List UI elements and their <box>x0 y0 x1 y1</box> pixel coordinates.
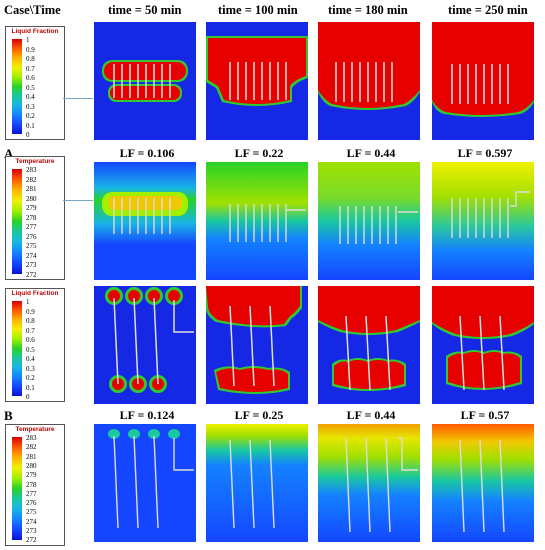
legend-tick: 1 <box>26 36 30 44</box>
legend-tick: 0.6 <box>26 336 35 344</box>
legend-tick: 0.7 <box>26 326 35 335</box>
legend-tick: 276 <box>26 232 37 241</box>
legend-tick: 275 <box>26 508 37 517</box>
legend-tick: 277 <box>26 489 37 498</box>
colorbar <box>12 437 22 540</box>
legend-tick: 276 <box>26 499 37 508</box>
leader-line <box>63 200 93 201</box>
case-label-b: B <box>4 408 13 423</box>
legend-tick: 0.3 <box>26 102 35 111</box>
temperature-legend-a: Temperature 283 282 281 280 279 278 277 … <box>5 156 65 280</box>
legend-tick: 283 <box>26 166 37 174</box>
case-a-temperature-50min <box>94 162 196 280</box>
lf-label-a3: LF = 0.44 <box>346 146 396 160</box>
legend-tick: 0.7 <box>26 64 35 73</box>
legend-tick: 0.2 <box>26 374 35 382</box>
lf-label-a1: LF = 0.106 <box>119 146 175 160</box>
legend-tick: 0.9 <box>26 307 35 316</box>
legend-tick: 274 <box>26 517 37 526</box>
legend-tick: 283 <box>26 434 37 442</box>
legend-title: Liquid Fraction <box>11 28 59 35</box>
legend-tick: 281 <box>26 185 37 193</box>
leader-line <box>63 98 93 99</box>
case-b-liquid-fraction-250min <box>432 286 534 404</box>
case-a-liquid-fraction-50min <box>94 22 196 140</box>
case-b-temperature-250min <box>432 424 534 542</box>
legend-tick: 280 <box>26 194 37 203</box>
case-b-temperature-180min <box>318 424 420 542</box>
colorbar <box>12 169 22 274</box>
legend-tick: 0.5 <box>26 345 35 354</box>
time-header-1: time = 50 min <box>108 3 182 17</box>
colorbar <box>12 39 22 134</box>
lf-label-b1: LF = 0.124 <box>119 408 175 422</box>
legend-tick: 282 <box>26 175 37 184</box>
legend-tick: 1 <box>26 298 30 306</box>
case-b-temperature-100min <box>206 424 308 542</box>
time-header-2: time = 100 min <box>218 3 298 17</box>
legend-tick: 273 <box>26 527 37 535</box>
legend-title: Temperature <box>15 158 55 165</box>
legend-tick: 0.4 <box>26 355 35 363</box>
corner-header: Case\Time <box>4 3 61 17</box>
case-a-liquid-fraction-250min <box>432 22 534 140</box>
time-header-3: time = 180 min <box>328 3 408 17</box>
legend-tick: 0.8 <box>26 55 35 63</box>
legend-tick: 273 <box>26 261 37 269</box>
case-a-temperature-100min <box>206 162 308 280</box>
liquid-fraction-legend-b: Liquid Fraction 1 0.9 0.8 0.7 0.6 0.5 0.… <box>5 288 65 402</box>
legend-tick: 272 <box>26 536 37 545</box>
legend-tick: 274 <box>26 251 37 260</box>
legend-tick: 277 <box>26 223 37 231</box>
lf-label-a4: LF = 0.597 <box>457 146 513 160</box>
legend-tick: 281 <box>26 452 37 461</box>
legend-tick: 282 <box>26 443 37 452</box>
legend-title: Temperature <box>15 426 55 433</box>
legend-tick: 0.9 <box>26 45 35 54</box>
case-b-liquid-fraction-180min <box>318 286 420 404</box>
case-b-liquid-fraction-100min <box>206 286 308 404</box>
legend-tick: 0.4 <box>26 93 35 101</box>
legend-tick: 0.8 <box>26 317 35 325</box>
legend-tick: 0.2 <box>26 112 35 120</box>
legend-tick: 278 <box>26 213 37 222</box>
lf-label-b2: LF = 0.25 <box>234 408 284 422</box>
legend-tick: 0.6 <box>26 74 35 82</box>
colorbar <box>12 301 22 396</box>
legend-tick: 279 <box>26 471 37 480</box>
legend-tick: 0.5 <box>26 83 35 92</box>
liquid-fraction-legend-a: Liquid Fraction 1 0.9 0.8 0.7 0.6 0.5 0.… <box>5 26 65 140</box>
legend-tick: 279 <box>26 204 37 212</box>
case-b-liquid-fraction-50min <box>94 286 196 404</box>
lf-label-b4: LF = 0.57 <box>460 408 510 422</box>
legend-tick: 0 <box>26 131 30 139</box>
legend-tick: 0.1 <box>26 383 35 392</box>
legend-tick: 275 <box>26 242 37 250</box>
case-a-liquid-fraction-100min <box>206 22 308 140</box>
legend-title: Liquid Fraction <box>11 290 59 297</box>
lf-label-b3: LF = 0.44 <box>346 408 396 422</box>
lf-label-a2: LF = 0.22 <box>234 146 284 160</box>
case-label-a: A <box>4 146 14 161</box>
legend-tick: 280 <box>26 461 37 470</box>
case-a-temperature-250min <box>432 162 534 280</box>
time-header-4: time = 250 min <box>448 3 528 17</box>
legend-tick: 272 <box>26 270 37 279</box>
legend-tick: 0 <box>26 393 30 401</box>
case-b-temperature-50min <box>94 424 196 542</box>
legend-tick: 278 <box>26 480 37 489</box>
case-a-liquid-fraction-180min <box>318 22 420 140</box>
legend-tick: 0.1 <box>26 121 35 130</box>
temperature-legend-b: Temperature 283 282 281 280 279 278 277 … <box>5 424 65 546</box>
legend-tick: 0.3 <box>26 364 35 373</box>
case-a-temperature-180min <box>318 162 420 280</box>
